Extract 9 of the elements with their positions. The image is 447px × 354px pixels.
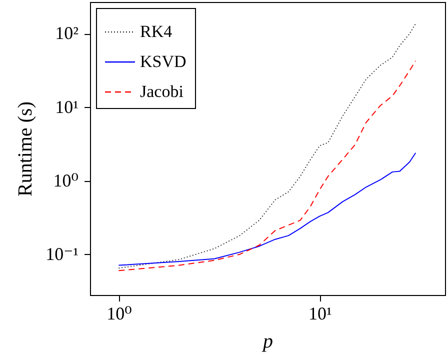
legend-label: KSVD — [140, 52, 186, 71]
y-axis-title: Runtime (s) — [14, 102, 37, 196]
y-tick-label: 10⁻¹ — [46, 244, 78, 264]
legend-label: RK4 — [140, 22, 173, 41]
y-tick-label: 10⁰ — [53, 170, 78, 190]
x-axis-title: p — [261, 330, 273, 352]
legend-label: Jacobi — [140, 82, 184, 101]
y-tick-label: 10² — [55, 23, 78, 44]
y-tick-label: 10¹ — [55, 96, 78, 117]
